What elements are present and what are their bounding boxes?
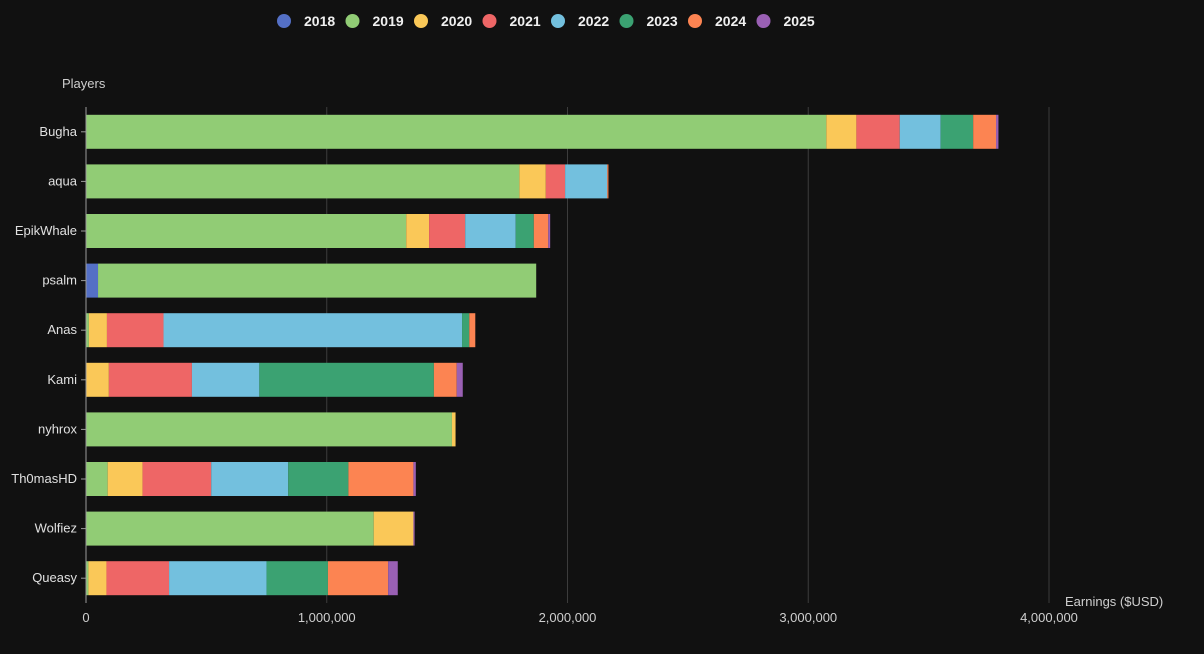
legend-swatch bbox=[482, 14, 497, 28]
bar-segment bbox=[519, 164, 546, 199]
category-label: Bugha bbox=[39, 124, 77, 139]
category-label: Wolfiez bbox=[35, 521, 77, 536]
bar-segment bbox=[456, 362, 463, 397]
bar-segment bbox=[413, 511, 415, 546]
legend-label: 2022 bbox=[578, 13, 609, 29]
bar-segment bbox=[465, 214, 516, 248]
bar-segment bbox=[348, 462, 414, 496]
x-tick-label: 4,000,000 bbox=[1020, 610, 1078, 625]
category-label: nyhrox bbox=[38, 421, 78, 436]
bar-segment bbox=[259, 362, 434, 397]
legend-swatch bbox=[277, 14, 291, 28]
bar-segment bbox=[433, 362, 457, 397]
bar-segment bbox=[88, 313, 107, 348]
bar-segment bbox=[98, 263, 537, 298]
category-label: EpikWhale bbox=[15, 223, 77, 238]
bar-segment bbox=[533, 214, 549, 248]
bar-segment bbox=[106, 313, 164, 348]
bar-segment bbox=[413, 462, 416, 496]
x-tick-label: 1,000,000 bbox=[298, 610, 356, 625]
legend: 2018 2019 2020 2021 2022 2023 2024 2025 bbox=[277, 13, 815, 29]
bar-segment bbox=[88, 561, 107, 596]
category-label: aqua bbox=[48, 173, 78, 188]
legend-label: 2021 bbox=[510, 13, 541, 29]
x-tick-label: 0 bbox=[82, 610, 89, 625]
bar-segment bbox=[899, 114, 941, 149]
bar-segment bbox=[940, 114, 974, 149]
bar-segment bbox=[86, 313, 89, 348]
bars bbox=[86, 114, 999, 596]
bar-segment bbox=[515, 214, 534, 248]
legend-swatch bbox=[756, 14, 771, 28]
bar-segment bbox=[856, 114, 900, 149]
bar-segment bbox=[108, 362, 192, 397]
legend-swatch bbox=[619, 14, 634, 28]
bar-segment bbox=[107, 462, 143, 496]
bar-segment bbox=[86, 511, 374, 546]
bar-segment bbox=[163, 313, 463, 348]
bar-segment bbox=[429, 214, 466, 248]
category-label: psalm bbox=[42, 273, 77, 288]
bar-segment bbox=[211, 462, 289, 496]
category-label: Kami bbox=[47, 372, 77, 387]
legend-label: 2019 bbox=[373, 13, 404, 29]
legend-label: 2020 bbox=[441, 13, 472, 29]
bar-segment bbox=[327, 561, 389, 596]
legend-label: 2023 bbox=[647, 13, 678, 29]
bar-segment bbox=[169, 561, 267, 596]
bar-segment bbox=[86, 164, 520, 199]
legend-label: 2025 bbox=[784, 13, 815, 29]
bar-segment bbox=[607, 164, 609, 199]
legend-swatch bbox=[688, 14, 702, 28]
bar-segment bbox=[86, 561, 89, 596]
bar-segment bbox=[388, 561, 398, 596]
bar-segment bbox=[565, 164, 608, 199]
bar-segment bbox=[469, 313, 476, 348]
bar-segment bbox=[86, 214, 407, 248]
category-label: Th0masHD bbox=[11, 471, 77, 486]
x-tick-label: 2,000,000 bbox=[539, 610, 597, 625]
legend-swatch bbox=[345, 14, 360, 28]
x-tick-label: 3,000,000 bbox=[779, 610, 837, 625]
bar-segment bbox=[86, 263, 99, 298]
bar-segment bbox=[266, 561, 328, 596]
bar-segment bbox=[462, 313, 470, 348]
bar-segment bbox=[142, 462, 212, 496]
bar-segment bbox=[288, 462, 349, 496]
bar-segment bbox=[451, 412, 456, 447]
bar-segment bbox=[826, 114, 857, 149]
bar-segment bbox=[86, 412, 452, 447]
bar-segment bbox=[545, 164, 566, 199]
legend-label: 2018 bbox=[304, 13, 335, 29]
x-axis-title: Earnings ($USD) bbox=[1065, 594, 1163, 609]
category-label: Anas bbox=[47, 322, 77, 337]
bar-segment bbox=[373, 511, 414, 546]
legend-swatch bbox=[414, 14, 428, 28]
y-axis-title: Players bbox=[62, 76, 106, 91]
bar-segment bbox=[996, 114, 999, 149]
axes: Bugha aqua EpikWhale psalm Anas Kami nyhrox Th0… bbox=[11, 107, 1078, 625]
bar-segment bbox=[86, 114, 827, 149]
legend-swatch bbox=[551, 14, 565, 28]
bar-segment bbox=[191, 362, 260, 397]
legend-label: 2024 bbox=[715, 13, 746, 29]
bar-segment bbox=[106, 561, 170, 596]
bar-segment bbox=[86, 462, 108, 496]
category-label: Queasy bbox=[32, 570, 77, 585]
bar-segment bbox=[86, 362, 109, 397]
bar-segment bbox=[406, 214, 430, 248]
bar-segment bbox=[548, 214, 551, 248]
bar-segment bbox=[973, 114, 997, 149]
